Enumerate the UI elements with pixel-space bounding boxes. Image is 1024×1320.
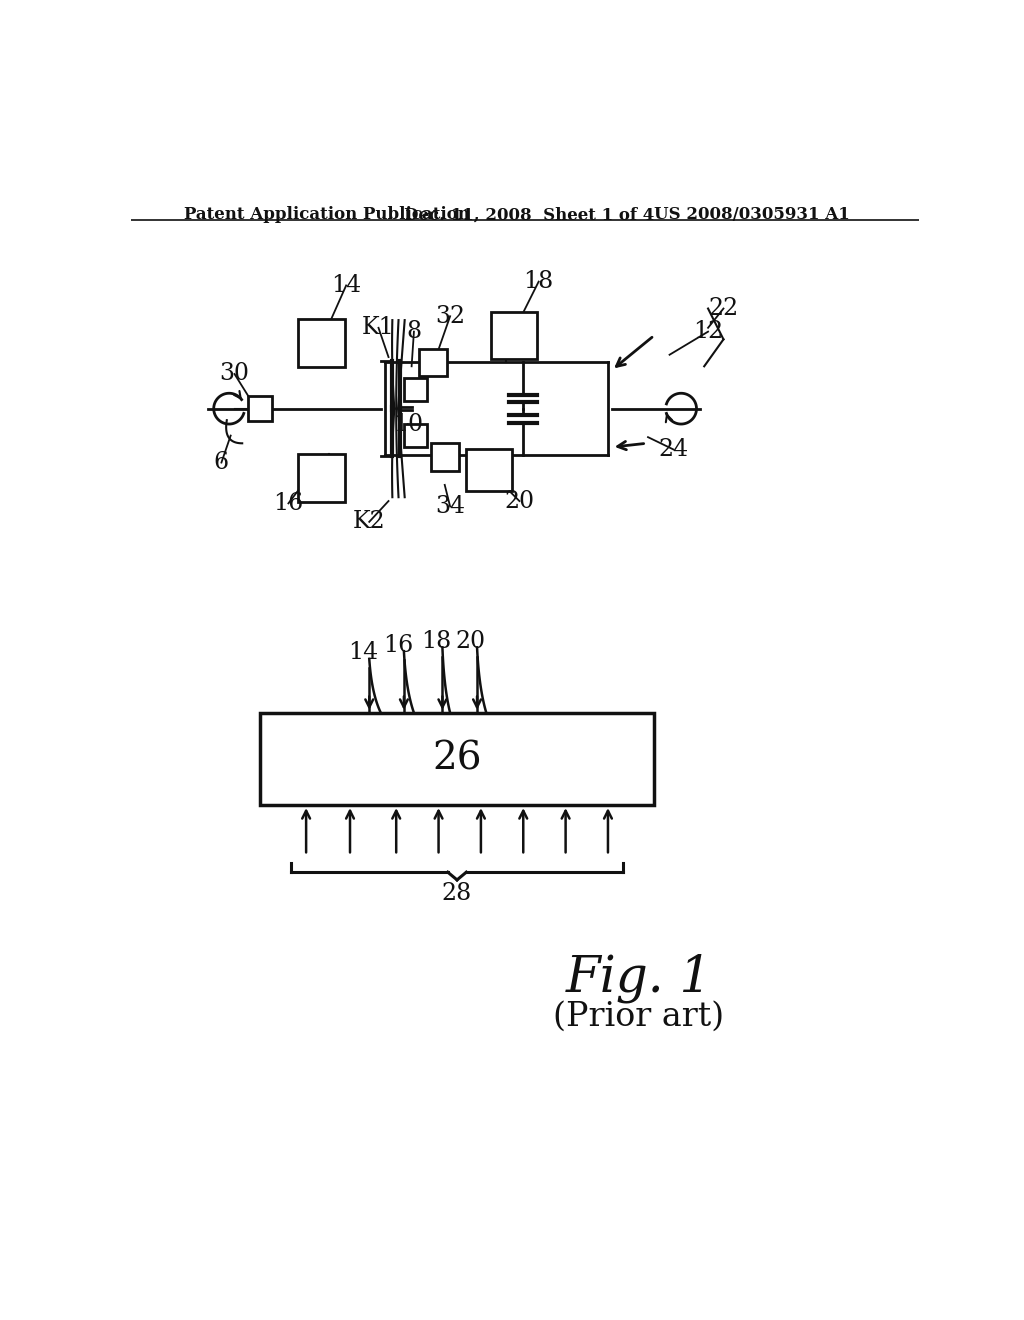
Text: Dec. 11, 2008  Sheet 1 of 4: Dec. 11, 2008 Sheet 1 of 4 [403, 206, 654, 223]
Bar [403, 424, 427, 447]
Bar [298, 319, 345, 367]
Text: 18: 18 [523, 271, 554, 293]
Text: 18: 18 [421, 630, 452, 652]
Text: 32: 32 [435, 305, 465, 327]
Bar [248, 396, 272, 421]
Text: 30: 30 [219, 363, 250, 385]
Text: K2: K2 [353, 511, 386, 533]
Text: 28: 28 [442, 882, 472, 906]
Text: 10: 10 [392, 413, 423, 436]
Text: 26: 26 [432, 741, 481, 777]
Text: 12: 12 [693, 321, 723, 343]
Text: 24: 24 [658, 438, 688, 461]
Bar [490, 312, 538, 359]
Bar [403, 378, 427, 401]
Text: 14: 14 [331, 275, 361, 297]
Bar [260, 713, 654, 805]
Text: 22: 22 [709, 297, 738, 319]
Text: 20: 20 [505, 490, 535, 512]
Bar [431, 444, 459, 471]
Text: K1: K1 [362, 317, 395, 339]
Bar [298, 454, 345, 502]
Text: 8: 8 [407, 321, 422, 343]
Text: 34: 34 [435, 495, 465, 517]
Text: US 2008/0305931 A1: US 2008/0305931 A1 [654, 206, 850, 223]
Text: Patent Application Publication: Patent Application Publication [184, 206, 470, 223]
Text: 20: 20 [456, 630, 486, 652]
Bar [466, 449, 512, 491]
Text: 6: 6 [214, 451, 229, 474]
Text: (Prior art): (Prior art) [553, 1001, 724, 1034]
Text: 16: 16 [383, 634, 413, 656]
Bar [419, 348, 447, 376]
Text: 16: 16 [273, 492, 303, 515]
Text: 14: 14 [348, 642, 378, 664]
Text: Fig. 1: Fig. 1 [565, 953, 712, 1003]
